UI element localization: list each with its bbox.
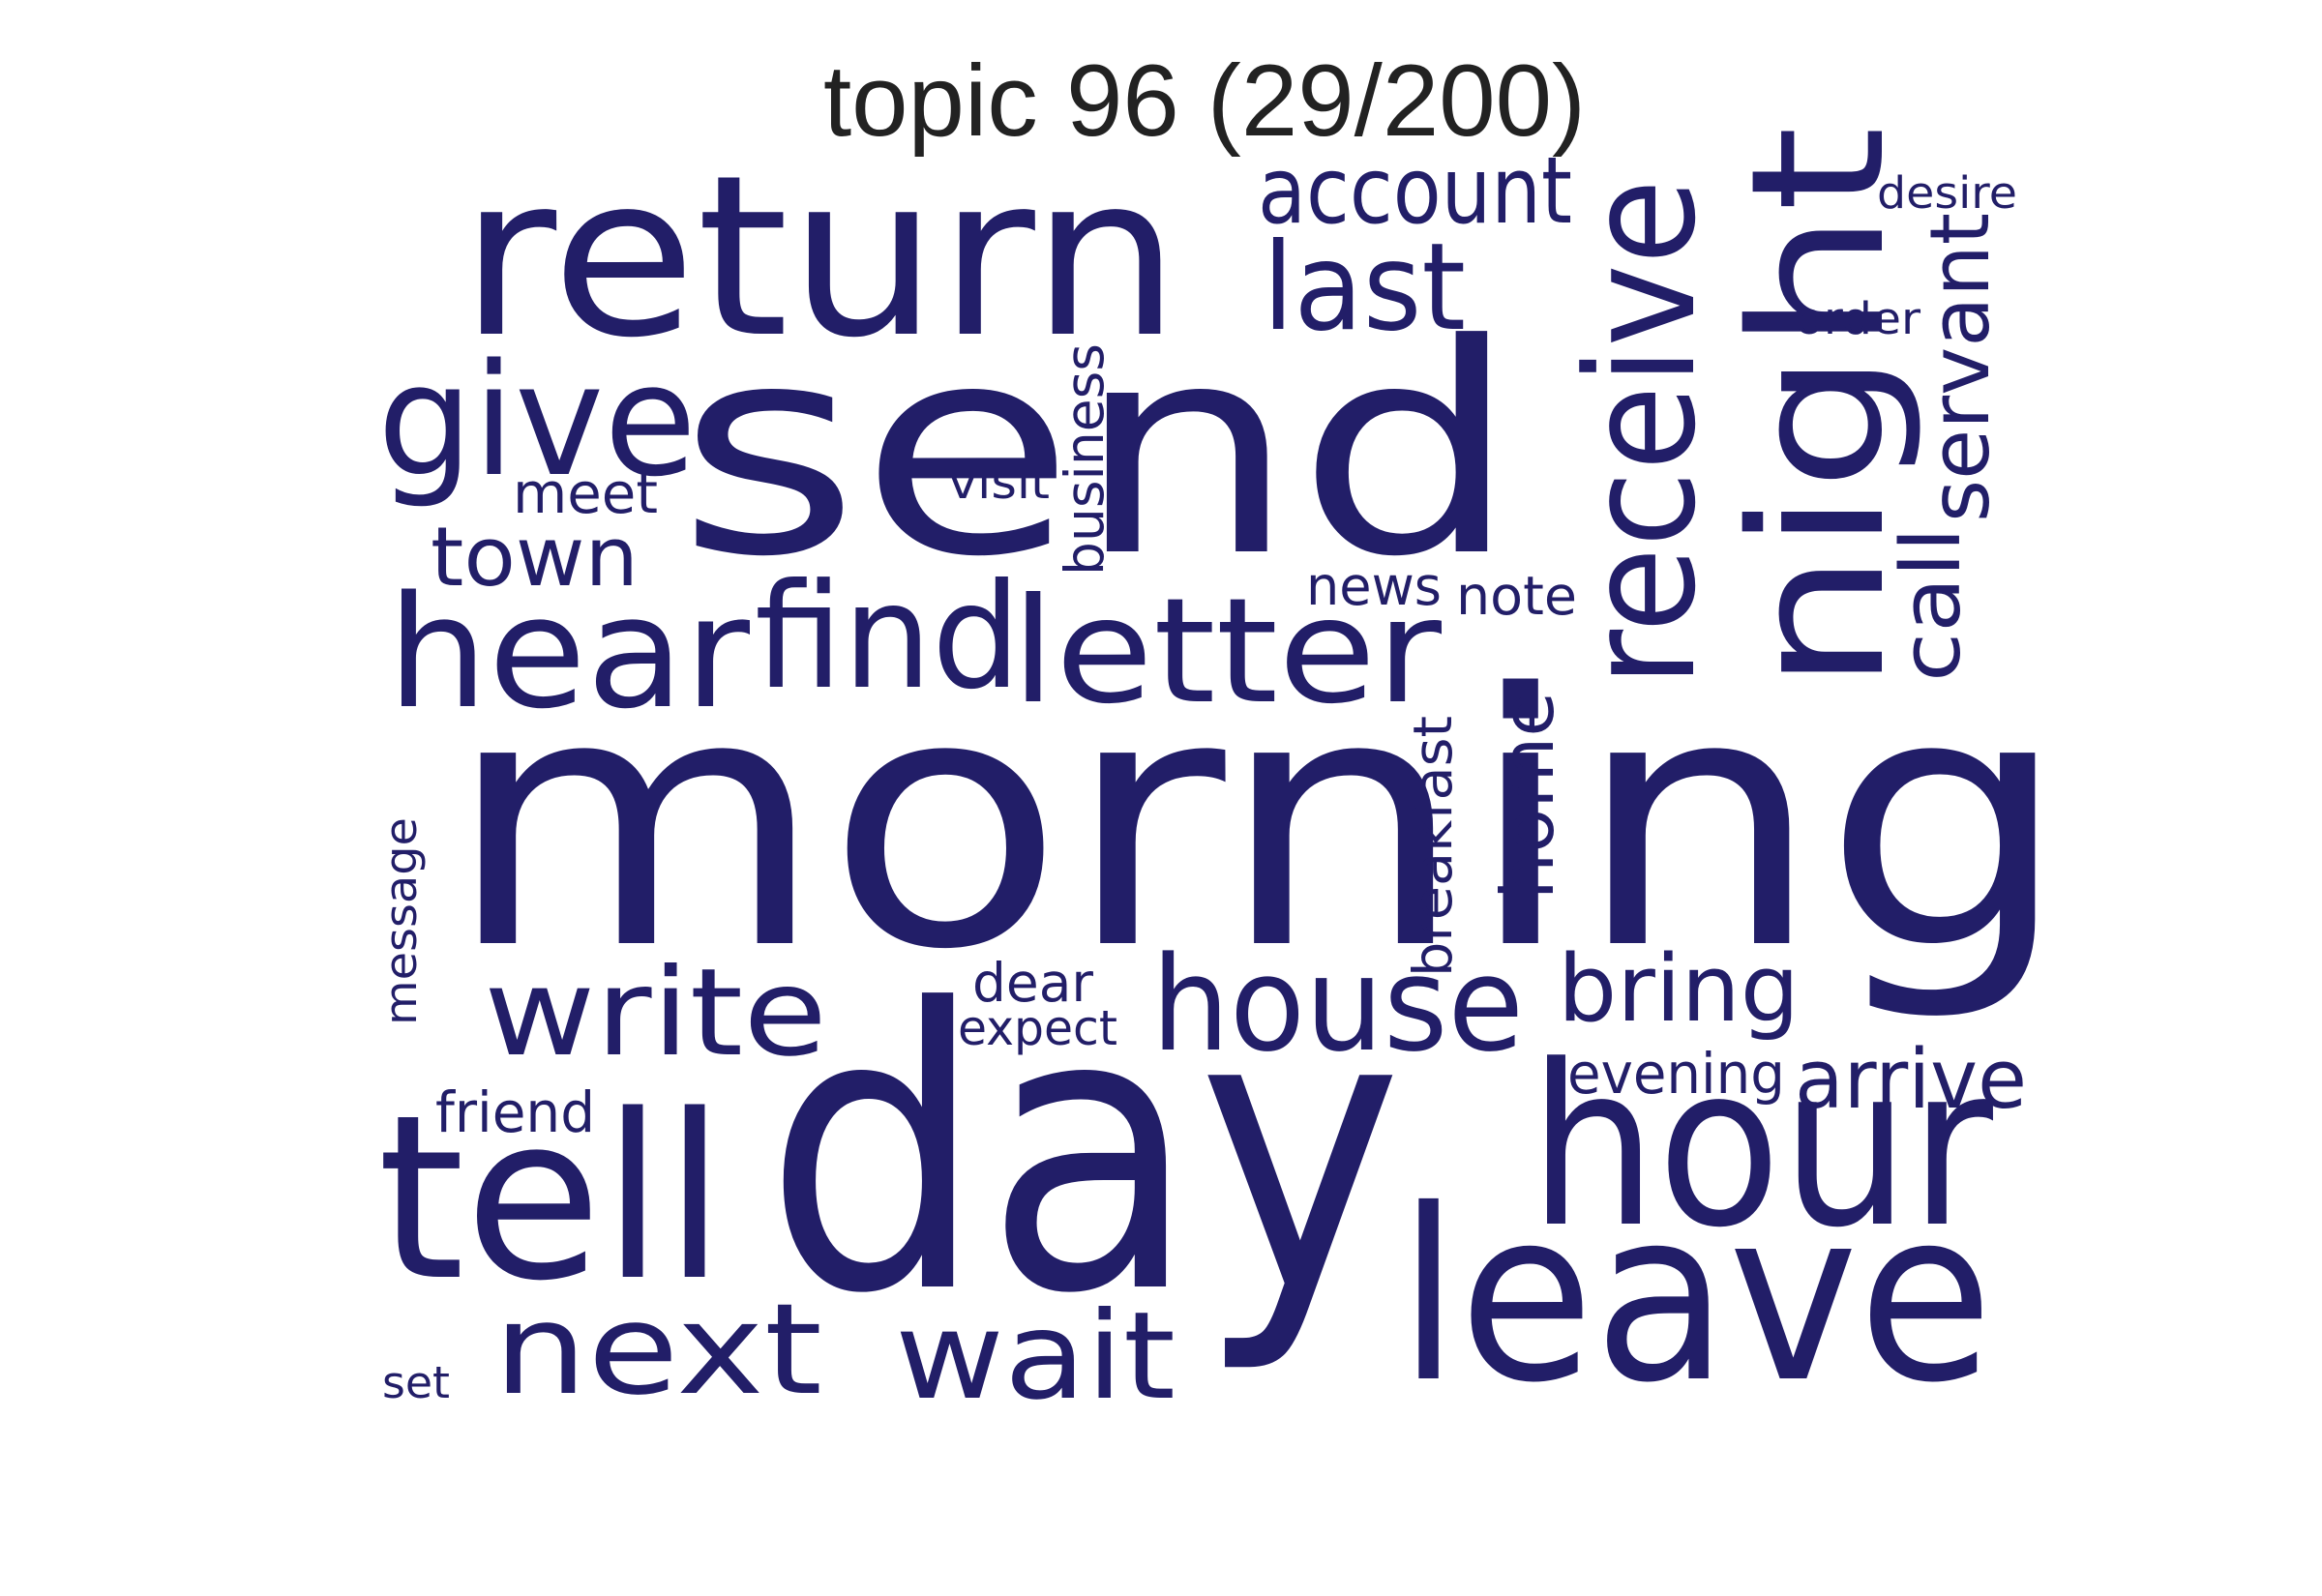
word-morning: morning <box>445 620 2070 1025</box>
word-send: send <box>677 282 1519 620</box>
word-message: message <box>375 817 427 1025</box>
word-meet: meet <box>513 460 658 526</box>
word-town: town <box>431 510 639 606</box>
word-find: find <box>755 553 1021 722</box>
word-leave: leave <box>1398 1159 1993 1434</box>
word-letter: letter <box>1011 568 1442 736</box>
word-visit: visit <box>948 456 1050 510</box>
word-give: give <box>377 330 697 511</box>
word-desire: desire <box>1877 167 2017 219</box>
word-hear: hear <box>387 562 750 743</box>
word-friend: friend <box>435 1079 595 1145</box>
word-account: account <box>1258 138 1572 245</box>
word-arrive: arrive <box>1795 1032 2027 1128</box>
word-set: set <box>382 1357 450 1408</box>
chart-title: topic 96 (29/200) <box>823 44 1586 158</box>
word-evening: evening <box>1567 1041 1785 1107</box>
word-house: house <box>1151 929 1524 1080</box>
word-receive: receive <box>1554 179 1729 687</box>
word-night: night <box>1712 126 1925 692</box>
word-expect: expect <box>958 1000 1117 1056</box>
word-day: day <box>764 929 1403 1378</box>
word-breakfast: breakfast <box>1402 716 1464 977</box>
word-hour: hour <box>1529 1019 1993 1277</box>
word-news: news <box>1306 555 1442 617</box>
word-business: business <box>1054 343 1116 576</box>
word-wait: wait <box>895 1286 1176 1427</box>
word-next: next <box>493 1276 822 1423</box>
word-note: note <box>1456 565 1577 627</box>
word-tell: tell <box>377 1067 726 1331</box>
word-return: return <box>460 129 1180 387</box>
word-last: last <box>1263 218 1466 358</box>
word-dear: dear <box>972 952 1093 1014</box>
word-write: write <box>484 943 827 1083</box>
word-bring: bring <box>1558 936 1800 1043</box>
word-call: call <box>1884 527 1980 682</box>
word-home: home <box>1485 692 1570 900</box>
word-order: order <box>1795 293 1921 344</box>
word-servant: servant <box>1913 213 2009 522</box>
